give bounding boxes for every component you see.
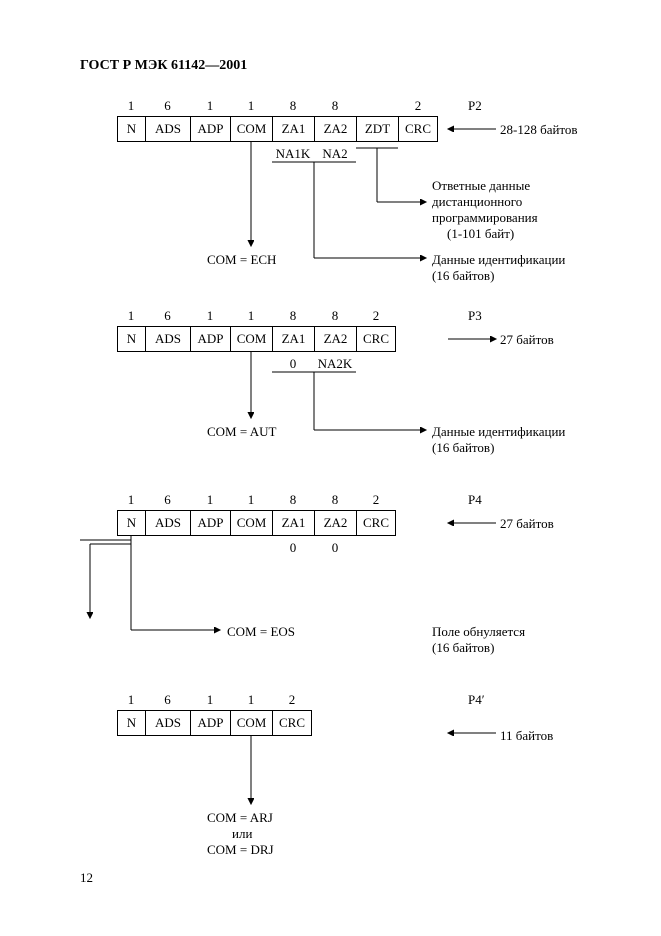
p2-note-a2: программирования [432, 210, 538, 226]
page: ГОСТ Р МЭК 61142—2001 1 6 1 1 8 8 0 2 P2… [0, 0, 661, 936]
p2-sub: NA1K NA2 [272, 146, 356, 162]
page-number: 12 [80, 870, 93, 886]
p4-com: COM = EOS [227, 624, 295, 640]
p3-note-b0: Данные идентификации [432, 424, 565, 440]
p4p-com2: COM = DRJ [207, 842, 274, 858]
p2-note-b1: (16 байтов) [432, 268, 494, 284]
p3-widths: 1 6 1 1 8 8 2 [117, 308, 396, 324]
p2-note-a3: (1-101 байт) [447, 226, 514, 242]
p2-widths: 1 6 1 1 8 8 0 2 [117, 98, 438, 114]
p3-note-b1: (16 байтов) [432, 440, 494, 456]
p4p-frame: N ADS ADP COM CRC [117, 710, 312, 736]
p4-widths: 1 6 1 1 8 8 2 [117, 492, 396, 508]
p2-note-b0: Данные идентификации [432, 252, 565, 268]
p2-com: COM = ECH [207, 252, 276, 268]
p4-note-b1: (16 байтов) [432, 640, 494, 656]
p2-note-a0: Ответные данные [432, 178, 530, 194]
p4-note-b0: Поле обнуляется [432, 624, 525, 640]
p4p-label: P4′ [468, 692, 485, 708]
p3-frame: N ADS ADP COM ZA1 ZA2 CRC [117, 326, 396, 352]
p2-note-a1: дистанционного [432, 194, 522, 210]
p3-bytes: 27 байтов [500, 332, 554, 348]
p2-frame: N ADS ADP COM ZA1 ZA2 ZDT CRC [117, 116, 438, 142]
p4-frame: N ADS ADP COM ZA1 ZA2 CRC [117, 510, 396, 536]
p3-sub: 0 NA2K [272, 356, 356, 372]
p4-bytes: 27 байтов [500, 516, 554, 532]
p4p-com-or: или [232, 826, 252, 842]
p4p-widths: 1 6 1 1 2 [117, 692, 312, 708]
p4p-com1: COM = ARJ [207, 810, 273, 826]
p3-com: COM = AUT [207, 424, 276, 440]
doc-header: ГОСТ Р МЭК 61142—2001 [80, 58, 247, 74]
p3-label: P3 [468, 308, 482, 324]
p4-sub: 0 0 [272, 540, 356, 556]
p4-label: P4 [468, 492, 482, 508]
p2-label: P2 [468, 98, 482, 114]
p4p-bytes: 11 байтов [500, 728, 553, 744]
p2-bytes: 28-128 байтов [500, 122, 578, 138]
